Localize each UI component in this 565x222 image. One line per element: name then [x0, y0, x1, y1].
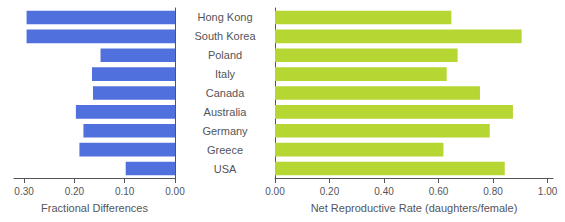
svg-text:Germany: Germany	[202, 125, 248, 137]
svg-text:Poland: Poland	[208, 49, 242, 61]
svg-text:USA: USA	[214, 163, 237, 175]
svg-text:Hong Kong: Hong Kong	[197, 11, 252, 23]
svg-text:South Korea: South Korea	[194, 30, 256, 42]
svg-text:Australia: Australia	[204, 106, 248, 118]
svg-text:Canada: Canada	[206, 87, 245, 99]
svg-text:0.20: 0.20	[320, 186, 340, 197]
svg-text:0.40: 0.40	[374, 186, 394, 197]
svg-text:Greece: Greece	[207, 144, 243, 156]
svg-text:0.20: 0.20	[65, 186, 85, 197]
svg-text:0.00: 0.00	[265, 186, 285, 197]
svg-text:0.30: 0.30	[14, 186, 34, 197]
svg-text:Net Reproductive Rate (daughte: Net Reproductive Rate (daughters/female)	[311, 202, 518, 214]
svg-text:1.00: 1.00	[538, 186, 558, 197]
svg-text:0.00: 0.00	[165, 186, 185, 197]
svg-text:0.80: 0.80	[483, 186, 503, 197]
svg-text:0.60: 0.60	[429, 186, 449, 197]
svg-text:Fractional Differences: Fractional Differences	[41, 202, 148, 214]
svg-text:Italy: Italy	[215, 68, 236, 80]
svg-text:0.10: 0.10	[115, 186, 135, 197]
